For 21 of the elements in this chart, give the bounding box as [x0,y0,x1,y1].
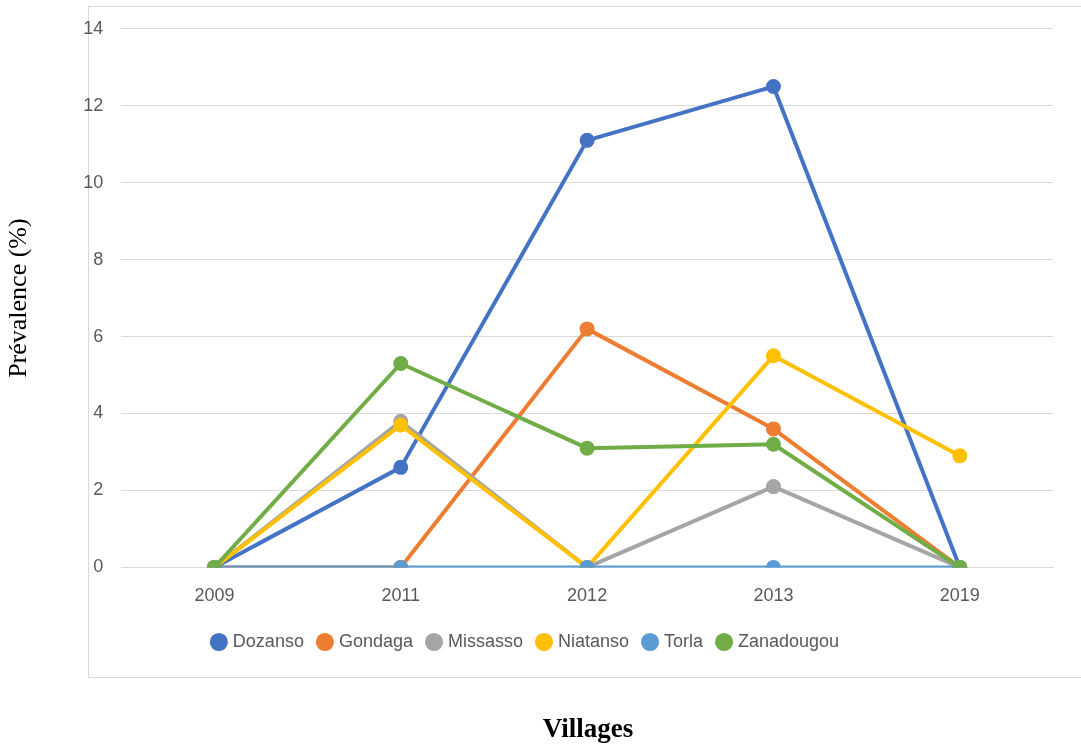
y-tick-label: 10 [83,171,104,192]
y-tick-label: 2 [93,479,104,500]
x-tick-label: 2012 [567,585,608,606]
y-tick-label: 14 [83,17,104,38]
x-tick-label: 2019 [939,585,980,606]
y-tick-label: 0 [93,556,104,577]
legend-label: Gondaga [338,630,414,651]
y-tick-label: 8 [93,248,104,269]
legend-label: Missasso [447,630,523,651]
legend-label: Niatanso [557,630,630,651]
y-tick-label: 6 [93,325,104,346]
y-tick-label: 4 [93,402,104,423]
x-axis-title: Villages [542,712,634,743]
x-tick-label: 2011 [381,585,421,606]
legend-label: Zanadougou [738,630,840,651]
x-tick-label: 2009 [194,585,235,606]
legend-label: Torla [664,630,705,651]
x-tick-label: 2013 [753,585,794,606]
y-axis-title: Prévalence (%) [3,218,33,378]
y-tick-label: 12 [83,94,104,115]
legend-label: Dozanso [232,630,304,651]
